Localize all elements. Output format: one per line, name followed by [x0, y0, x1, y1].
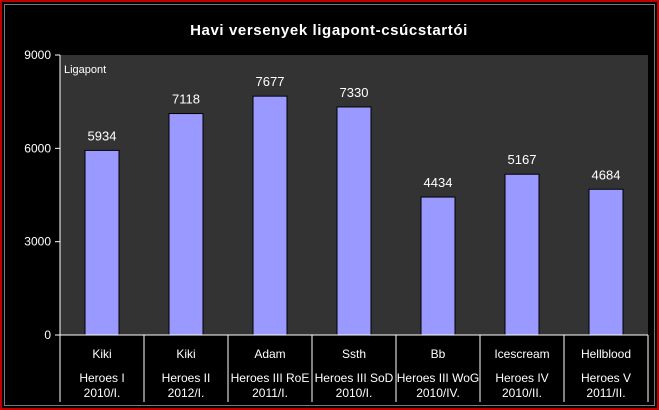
- category-period-label: 2010/I.: [84, 386, 121, 400]
- bar-value-label: 7118: [172, 92, 200, 107]
- category-player-label: Hellblood: [581, 347, 631, 361]
- category-game-label: Heroes III WoG: [397, 371, 479, 385]
- category-period-label: 2012/I.: [168, 386, 205, 400]
- bar: [252, 95, 288, 336]
- y-tick-label: 3000: [24, 235, 51, 249]
- bar: [504, 173, 540, 336]
- bar: [168, 113, 204, 336]
- bar-chart: Havi versenyek ligapont-csúcstartói 0 300…: [24, 22, 649, 402]
- bars: 5934 7118 7677 7330 4434 5167 4684: [84, 74, 624, 336]
- category-period-label: 2010/II.: [502, 386, 542, 400]
- category-player-label: Kiki: [176, 347, 195, 361]
- bar-value-label: 5167: [508, 152, 537, 167]
- chart-title: Havi versenyek ligapont-csúcstartói: [190, 22, 468, 39]
- category-period-label: 2011/II.: [586, 386, 625, 400]
- bar: [336, 106, 372, 336]
- category-period-label: 2011/I.: [252, 386, 288, 400]
- y-axis-label: Ligapont: [64, 64, 106, 76]
- category-player-label: Adam: [254, 347, 285, 361]
- bar: [84, 149, 120, 336]
- category-game-label: Heroes III RoE: [231, 371, 310, 385]
- category-game-label: Heroes IV: [495, 371, 548, 385]
- category-game-label: Heroes V: [581, 371, 631, 385]
- category-player-label: Ssth: [342, 347, 366, 361]
- bar: [588, 188, 624, 336]
- bar-value-label: 7677: [256, 74, 285, 89]
- category-player-label: Kiki: [92, 347, 111, 361]
- category-game-label: Heroes II: [162, 371, 211, 385]
- chart-area: Havi versenyek ligapont-csúcstartói 0 300…: [4, 4, 655, 406]
- y-tick-label: 0: [44, 328, 51, 342]
- y-axis-ticks: 0 3000 6000 9000: [24, 48, 60, 342]
- category-period-label: 2010/I.: [336, 386, 373, 400]
- category-period-label: 2010/IV.: [416, 386, 460, 400]
- y-tick-label: 9000: [24, 48, 51, 62]
- category-game-label: Heroes I: [79, 371, 124, 385]
- category-player-label: Icescream: [494, 347, 549, 361]
- bar-value-label: 5934: [88, 128, 117, 143]
- category-player-label: Bb: [431, 347, 446, 361]
- bar-value-label: 4684: [592, 167, 621, 182]
- bar: [420, 196, 456, 336]
- bar-value-label: 7330: [340, 85, 369, 100]
- category-game-label: Heroes III SoD: [315, 371, 394, 385]
- bar-value-label: 4434: [424, 175, 453, 190]
- y-tick-label: 6000: [24, 141, 51, 155]
